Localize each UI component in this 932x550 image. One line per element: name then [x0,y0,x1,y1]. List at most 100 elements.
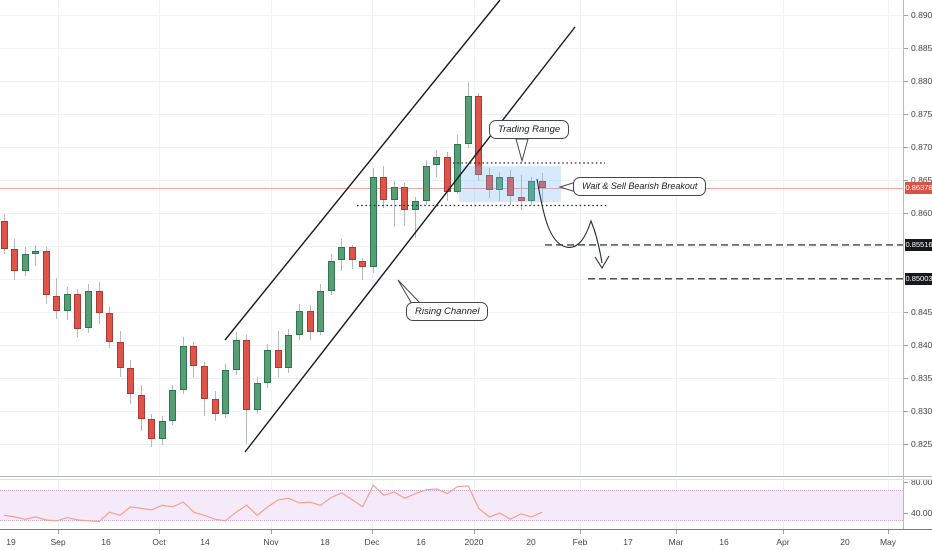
price-axis-label: 0.86500 [911,175,932,185]
candle-wick [541,173,543,204]
drawings-overlay [224,0,903,453]
candle [264,350,272,384]
candle [528,181,535,202]
price-axis-tick [904,114,908,115]
rsi-indicator-pane[interactable] [0,480,903,529]
gridline-vertical [271,0,272,476]
gridline-horizontal [0,378,903,379]
price-axis[interactable]: 0.89000 0.88500 0.88000 0.87500 0.87000 0.865… [903,0,932,550]
breakout-arrow-curve[interactable] [536,178,603,264]
time-axis-tick [676,530,677,534]
candle [201,366,208,400]
candle [390,186,398,200]
rsi-overlay [3,484,543,523]
gridline-vertical [783,0,784,476]
price-axis-label: 0.84000 [911,340,932,350]
price-axis-label: 0.83000 [911,406,932,416]
pane-separator[interactable] [0,476,932,477]
wait-sell-breakout-callout[interactable]: Wait & Sell Bearish Breakout [573,177,707,196]
time-axis-label: 16 [416,537,426,547]
time-axis-label: May [879,537,897,547]
candle [232,339,240,371]
candle [506,176,514,197]
candle-wick [35,244,37,266]
time-axis-label: Sep [50,537,66,547]
gridline-vertical [676,0,677,476]
trading-range-box[interactable] [459,166,561,202]
time-axis-label: 14 [200,537,210,547]
gridline-horizontal [0,345,903,346]
price-axis-tick [904,312,908,313]
price-axis-label: 0.87500 [911,109,932,119]
candle [517,196,525,202]
price-axis-label: 0.88500 [911,43,932,53]
rsi-line [3,484,543,523]
rising-channel-callout[interactable]: Rising Channel [406,302,489,321]
time-axis-tick [888,530,889,534]
time-axis-tick [580,530,581,534]
candle [317,290,324,332]
time-axis-label: 17 [623,537,633,547]
time-axis-label: Mar [668,537,684,547]
indicator-axis-tick [904,482,908,483]
candle [454,143,462,192]
time-axis[interactable]: 19 Sep 16 Oct 14 Nov 18 Dec 16 2020 20 Feb 17 Mar 16 Ap… [0,529,932,550]
candle [211,399,219,415]
indicator-axis-tick [904,513,908,514]
time-axis-label: 20 [526,537,536,547]
candle [63,293,71,311]
candle [84,290,92,329]
rising-channel-upper-line[interactable] [224,0,501,341]
callout-pointer [515,138,529,163]
price-axis-tick [904,147,908,148]
time-axis-tick [58,530,59,534]
candle [338,247,346,261]
candle [42,251,50,296]
time-axis-label: Nov [263,537,279,547]
time-axis-label: 20 [840,537,850,547]
candle [243,339,251,410]
candle [0,220,8,250]
gridline-horizontal [0,15,903,16]
gridline-vertical [58,0,59,476]
trading-range-callout[interactable]: Trading Range [489,120,570,139]
breakout-arrow-head [594,255,610,270]
gridline-vertical [888,0,889,476]
time-axis-label: Dec [364,537,380,547]
current-price-badge: 0.86378 [905,182,932,195]
candle [158,420,166,439]
time-axis-label: Feb [572,537,588,547]
price-chart-pane[interactable] [0,0,903,476]
price-axis-tick [904,345,908,346]
candle [295,310,303,336]
candle [359,260,367,268]
indicator-axis-label: 40.00 [911,508,932,518]
candle [274,350,282,369]
rsi-band [0,489,903,521]
candle [538,181,546,188]
current-price-line [0,188,903,190]
gridline-horizontal [0,279,903,280]
candle [306,310,314,332]
price-axis-tick [904,48,908,49]
candle [53,295,61,311]
time-axis-label: 18 [320,537,330,547]
candle [348,247,356,261]
time-axis-tick [372,530,373,534]
price-axis-tick [904,15,908,16]
gridline-horizontal [0,48,903,49]
gridline-horizontal [0,246,903,247]
candle [32,251,40,254]
rising-channel-lower-line[interactable] [244,26,576,453]
gridline-horizontal [0,81,903,82]
gridline-horizontal [0,411,903,412]
callout-pointer [397,279,423,305]
candle [433,156,441,166]
price-axis-tick [904,81,908,82]
price-level-badge: 0.85516 [905,238,932,251]
candle [21,253,29,272]
candle [253,383,261,410]
price-axis-label: 0.84500 [911,307,932,317]
price-axis-tick [904,180,908,181]
